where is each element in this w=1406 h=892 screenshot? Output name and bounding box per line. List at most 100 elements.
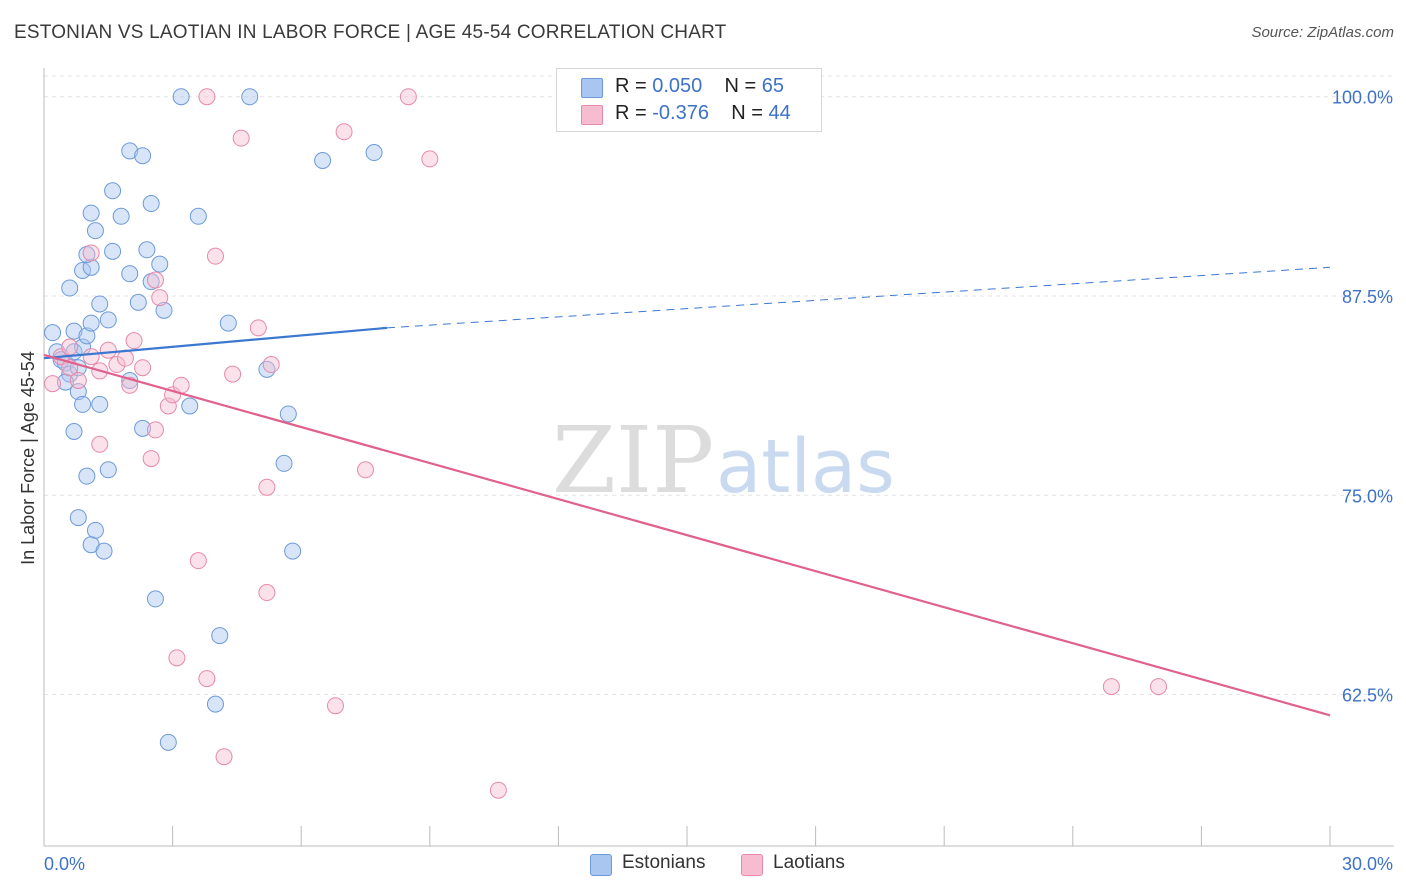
point-estonians (78, 327, 96, 345)
point-estonians (121, 142, 139, 160)
point-laotians (335, 123, 353, 141)
legend-swatch-laotians (741, 854, 763, 876)
watermark-atlas: atlas (716, 424, 895, 510)
point-laotians (249, 319, 267, 337)
point-estonians (219, 314, 237, 332)
point-estonians (275, 454, 293, 472)
point-estonians (279, 405, 297, 423)
axes (43, 68, 1394, 847)
y-tick-label: 75.0% (1342, 486, 1393, 506)
point-laotians (262, 356, 280, 374)
point-laotians (159, 397, 177, 415)
point-estonians (99, 311, 117, 329)
trend-lines (43, 266, 1331, 717)
point-estonians (365, 144, 383, 162)
point-estonians (82, 204, 100, 222)
point-estonians (91, 295, 109, 313)
point-laotians (224, 365, 242, 383)
point-laotians (489, 781, 507, 799)
point-estonians (134, 419, 152, 437)
point-laotians (151, 289, 169, 307)
point-laotians (99, 341, 117, 359)
point-estonians (138, 241, 156, 259)
trend-line-estonians (43, 326, 388, 360)
point-estonians (82, 258, 100, 276)
point-estonians (314, 151, 332, 169)
point-estonians (112, 207, 130, 225)
point-estonians (151, 255, 169, 273)
grid-lines (44, 75, 1394, 696)
watermark: ZIP atlas (552, 407, 895, 514)
point-estonians (134, 147, 152, 165)
point-laotians (108, 356, 126, 374)
point-laotians (125, 332, 143, 350)
watermark-zip: ZIP (552, 407, 714, 514)
point-laotians (198, 670, 216, 688)
point-laotians (61, 338, 79, 356)
point-laotians (258, 478, 276, 496)
tick-labels: 62.5% 75.0% 87.5% 100.0% 0.0% 30.0% (44, 88, 1393, 874)
chart-title: ESTONIAN VS LAOTIAN IN LABOR FORCE | AGE… (14, 22, 727, 43)
chart-source: Source: ZipAtlas.com (1251, 24, 1394, 41)
point-estonians (65, 322, 83, 340)
point-estonians (99, 461, 117, 479)
point-laotians (326, 697, 344, 715)
point-estonians (65, 423, 83, 441)
point-estonians (86, 521, 104, 539)
point-laotians (168, 649, 186, 667)
point-estonians (44, 324, 62, 342)
point-laotians (258, 584, 276, 602)
point-laotians (232, 129, 250, 147)
point-estonians (189, 207, 207, 225)
point-estonians (104, 242, 122, 260)
legend-n-value: 65 (761, 75, 785, 97)
point-estonians (241, 88, 259, 106)
point-laotians (357, 461, 374, 479)
point-estonians (69, 509, 87, 527)
point-estonians (146, 590, 164, 608)
point-estonians (95, 542, 113, 560)
point-estonians (121, 265, 139, 283)
point-laotians (399, 88, 417, 106)
legend-r-label: R = (615, 75, 653, 97)
point-laotians (44, 375, 62, 393)
legend-swatch-estonians (590, 854, 612, 876)
legend-n-value: 44 (768, 102, 791, 124)
legend-n-label: N = (731, 102, 769, 124)
point-estonians (172, 88, 190, 106)
data-points (44, 88, 1168, 799)
trend-line-laotians (43, 353, 1331, 717)
legend-label-laotians: Laotians (773, 852, 845, 873)
point-estonians (104, 182, 122, 200)
point-laotians (142, 450, 160, 468)
point-laotians (134, 359, 152, 377)
legend-r-value: -0.376 (652, 102, 709, 124)
point-estonians (155, 301, 173, 319)
point-laotians (146, 271, 164, 289)
legend-swatch-estonians (581, 78, 603, 98)
point-estonians (82, 314, 100, 332)
y-tick-label: 62.5% (1342, 686, 1393, 706)
point-estonians (61, 279, 79, 297)
point-laotians (189, 552, 207, 570)
point-estonians (211, 627, 229, 645)
legend-r-label: R = (615, 102, 653, 124)
point-estonians (78, 467, 96, 485)
point-estonians (142, 195, 160, 213)
point-laotians (1150, 678, 1168, 696)
point-estonians (181, 397, 199, 415)
point-estonians (74, 395, 92, 413)
correlation-legend: R = 0.050 N = 65 R = -0.376 N = 44 (556, 68, 822, 132)
point-laotians (121, 376, 139, 394)
point-laotians (146, 421, 164, 439)
point-estonians (129, 293, 147, 311)
point-laotians (198, 88, 216, 106)
point-estonians (284, 542, 302, 560)
y-tick-label: 100.0% (1332, 88, 1393, 108)
point-estonians (206, 695, 224, 713)
point-laotians (69, 371, 87, 389)
point-laotians (82, 348, 100, 366)
point-laotians (421, 150, 439, 168)
point-estonians (61, 365, 79, 383)
